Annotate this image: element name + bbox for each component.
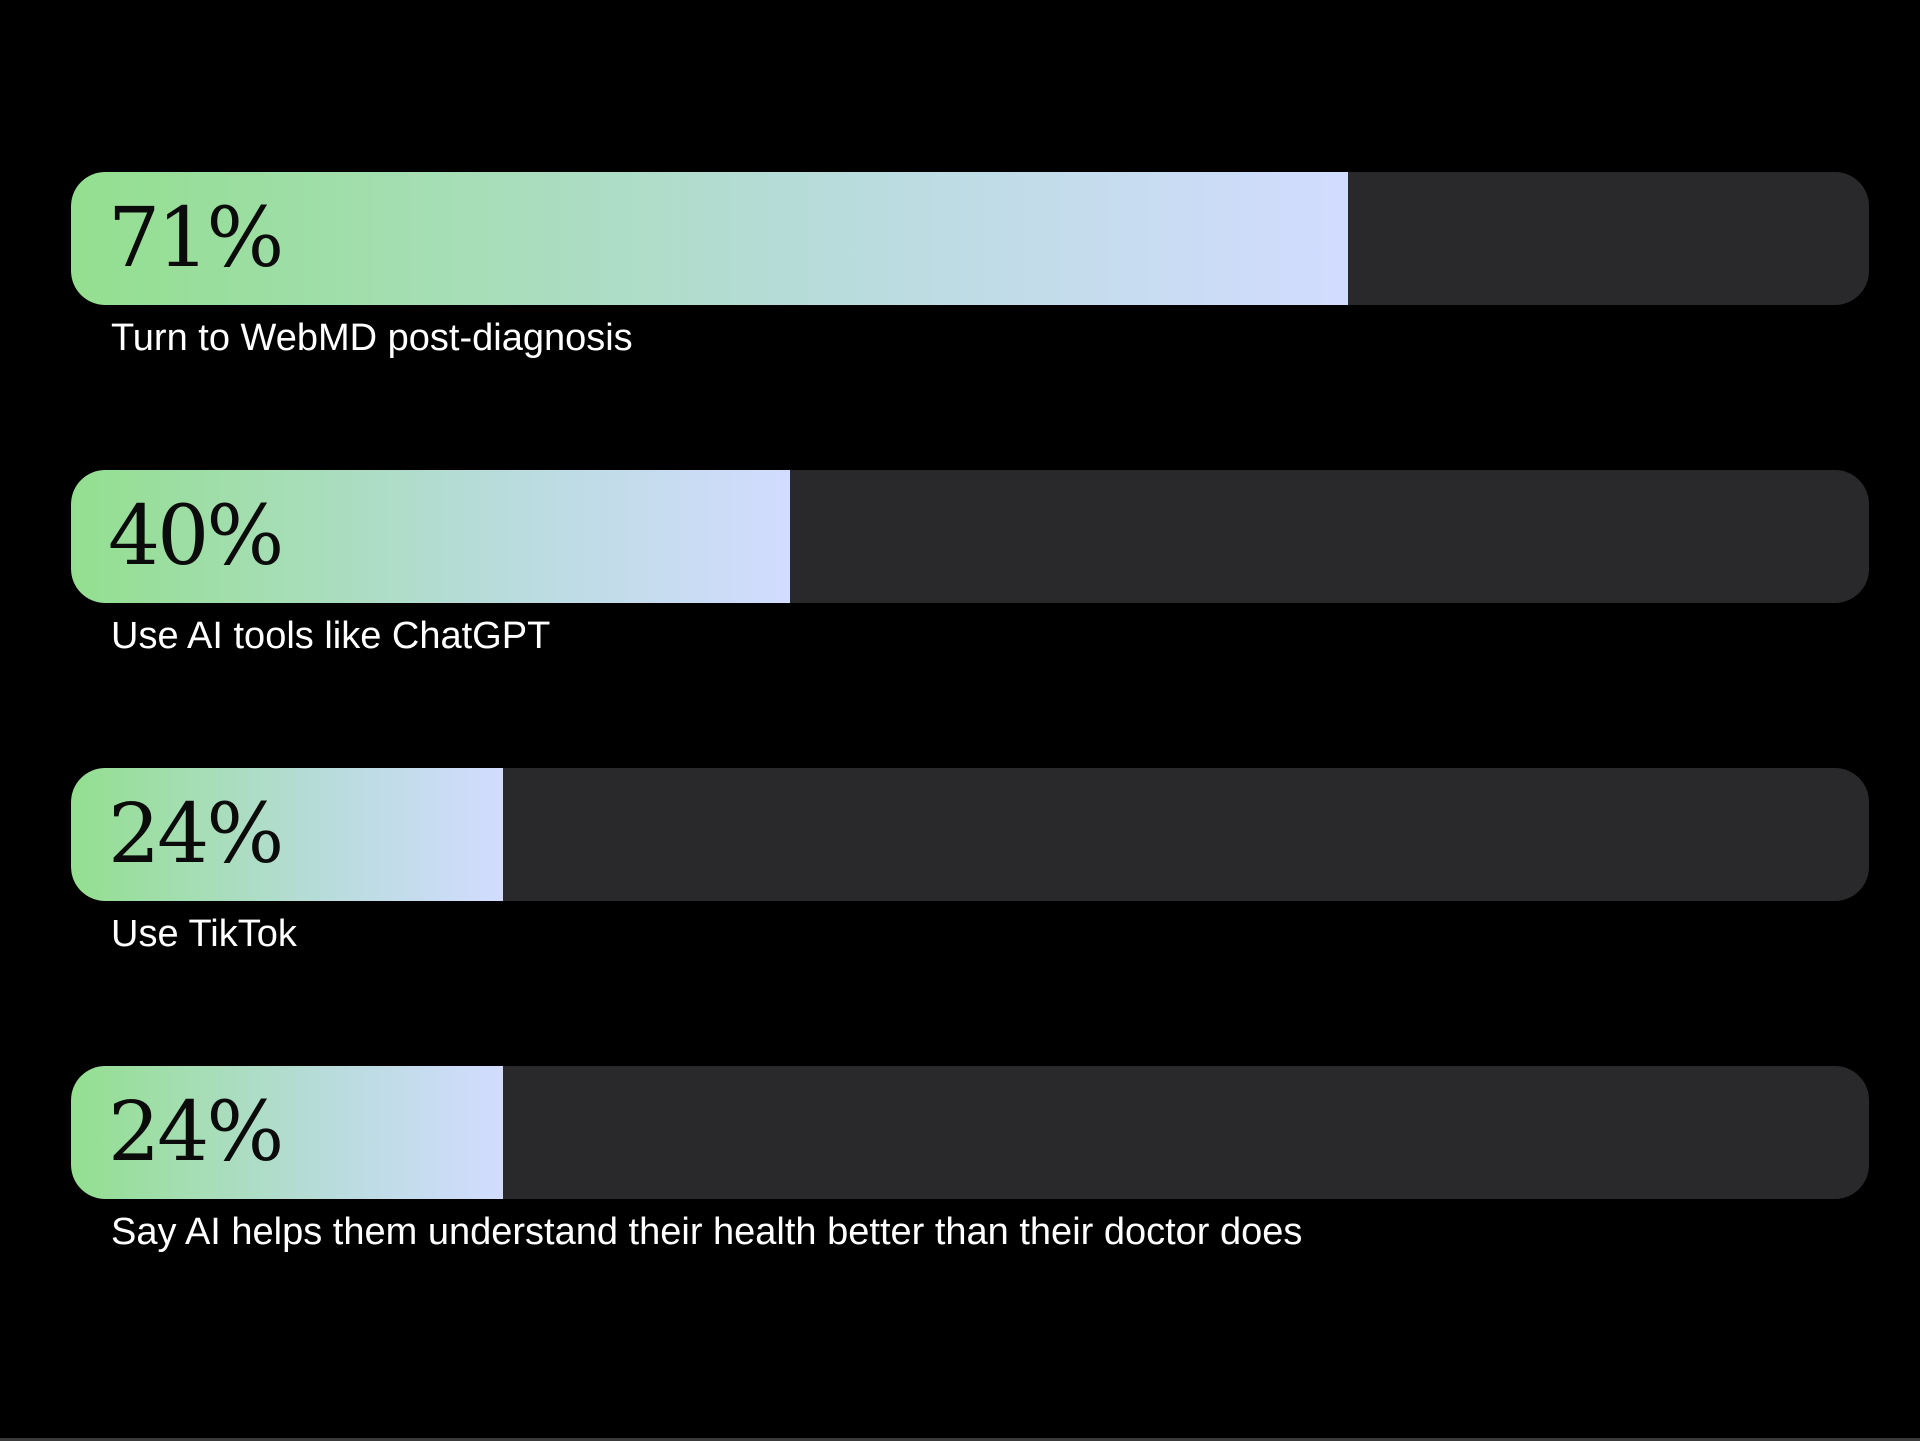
bar-track: 71% xyxy=(71,172,1869,305)
bar-track: 40% xyxy=(71,470,1869,603)
bar-fill xyxy=(71,470,791,603)
bar-fill xyxy=(71,172,1348,305)
bar-value-label: 71% xyxy=(108,190,284,286)
bar-category-label: Turn to WebMD post-diagnosis xyxy=(111,317,633,359)
bar-category-label: Say AI helps them understand their healt… xyxy=(111,1211,1303,1253)
bar-value-label: 24% xyxy=(108,786,284,882)
bar-track: 24% xyxy=(71,1066,1869,1199)
bar-fill xyxy=(71,768,503,901)
bar-category-label: Use AI tools like ChatGPT xyxy=(111,615,551,657)
bar-value-label: 24% xyxy=(108,1084,284,1180)
bar-track: 24% xyxy=(71,768,1869,901)
bar-category-label: Use TikTok xyxy=(111,913,297,955)
bar-fill xyxy=(71,1066,503,1199)
bar-value-label: 40% xyxy=(108,488,284,584)
bottom-divider xyxy=(0,1438,1920,1441)
